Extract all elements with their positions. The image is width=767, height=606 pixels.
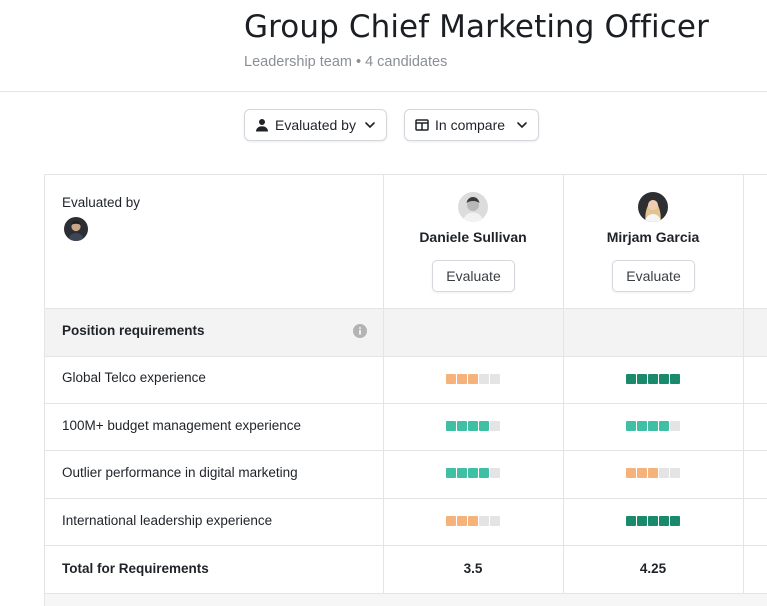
team-name: Leadership team <box>244 54 353 70</box>
info-icon[interactable] <box>353 324 367 338</box>
rating-segment-filled <box>457 468 467 478</box>
rating-segment-filled <box>670 516 680 526</box>
candidate-name: Daniele Sullivan <box>419 229 527 245</box>
rating-segment-filled <box>670 374 680 384</box>
rating-segment-filled <box>659 516 669 526</box>
row-divider <box>45 403 767 404</box>
rating-segment-filled <box>457 374 467 384</box>
rating-segment-filled <box>626 468 636 478</box>
rating-segment-filled <box>446 468 456 478</box>
rating-bar <box>626 516 680 526</box>
total-label: Total for Requirements <box>62 561 209 576</box>
row-divider <box>45 593 767 594</box>
page-subtitle: Leadership team • 4 candidates <box>244 54 447 70</box>
rating-segment-empty <box>490 516 500 526</box>
candidate-avatar-mirjam[interactable] <box>638 192 668 222</box>
evaluate-button[interactable]: Evaluate <box>432 260 515 292</box>
compare-dropdown[interactable]: In compare <box>404 109 539 141</box>
compare-label: In compare <box>435 117 506 133</box>
section-title: Position requirements <box>62 323 205 338</box>
rating-bar <box>446 468 500 478</box>
rating-segment-empty <box>670 468 680 478</box>
rating-segment-filled <box>457 421 467 431</box>
row-divider <box>45 498 767 499</box>
rating-segment-filled <box>637 421 647 431</box>
row-divider <box>45 356 767 357</box>
evaluator-avatar[interactable] <box>64 217 88 241</box>
rating-segment-filled <box>446 374 456 384</box>
evaluated-by-dropdown[interactable]: Evaluated by <box>244 109 387 141</box>
rating-segment-filled <box>468 516 478 526</box>
rating-segment-empty <box>479 516 489 526</box>
requirement-label: Outlier performance in digital marketing <box>62 465 298 480</box>
comparison-table: Evaluated by Daniele Sullivan Evaluate M… <box>44 174 767 606</box>
rating-segment-filled <box>637 516 647 526</box>
requirement-label: International leadership experience <box>62 513 273 528</box>
rating-segment-filled <box>468 421 478 431</box>
rating-bar <box>446 374 500 384</box>
candidate-name: Mirjam Garcia <box>606 229 700 245</box>
row-divider <box>45 308 767 309</box>
column-divider <box>743 175 744 593</box>
rating-segment-filled <box>468 374 478 384</box>
rating-segment-empty <box>479 374 489 384</box>
chevron-down-icon <box>517 122 527 128</box>
rating-segment-filled <box>457 516 467 526</box>
section-row <box>45 308 767 356</box>
rating-bar <box>626 374 680 384</box>
rating-bar <box>446 516 500 526</box>
rating-segment-filled <box>446 516 456 526</box>
evaluated-by-label: Evaluated by <box>275 117 356 133</box>
rating-segment-filled <box>659 421 669 431</box>
rating-segment-filled <box>446 421 456 431</box>
rating-segment-filled <box>648 468 658 478</box>
rating-bar <box>626 421 680 431</box>
evaluated-by-header: Evaluated by <box>62 195 141 210</box>
column-divider <box>563 175 564 593</box>
person-icon <box>256 119 268 132</box>
rating-segment-empty <box>490 421 500 431</box>
rating-segment-filled <box>468 468 478 478</box>
rating-segment-filled <box>479 421 489 431</box>
separator: • <box>356 54 362 70</box>
rating-segment-filled <box>637 468 647 478</box>
row-divider <box>45 545 767 546</box>
rating-segment-filled <box>637 374 647 384</box>
rating-segment-filled <box>626 374 636 384</box>
rating-bar <box>626 468 680 478</box>
rating-segment-filled <box>648 374 658 384</box>
requirement-label: 100M+ budget management experience <box>62 418 302 433</box>
table-footer-band <box>45 593 767 606</box>
candidates-count: 4 candidates <box>365 54 448 70</box>
rating-segment-empty <box>490 468 500 478</box>
evaluate-button[interactable]: Evaluate <box>612 260 695 292</box>
rating-segment-filled <box>626 421 636 431</box>
page-title: Group Chief Marketing Officer <box>244 9 709 45</box>
rating-segment-empty <box>490 374 500 384</box>
rating-segment-filled <box>479 468 489 478</box>
rating-segment-filled <box>626 516 636 526</box>
page-header: Group Chief Marketing Officer Leadership… <box>0 0 767 92</box>
column-divider <box>383 175 384 593</box>
total-score: 4.25 <box>639 561 667 576</box>
rating-segment-empty <box>670 421 680 431</box>
rating-segment-filled <box>648 421 658 431</box>
rating-segment-filled <box>659 374 669 384</box>
table-columns-icon <box>415 119 429 131</box>
rating-bar <box>446 421 500 431</box>
row-divider <box>45 450 767 451</box>
rating-segment-empty <box>659 468 669 478</box>
rating-segment-filled <box>648 516 658 526</box>
requirement-label: Global Telco experience <box>62 370 206 385</box>
chevron-down-icon <box>365 122 375 128</box>
total-score: 3.5 <box>463 561 483 576</box>
candidate-avatar-daniele[interactable] <box>458 192 488 222</box>
